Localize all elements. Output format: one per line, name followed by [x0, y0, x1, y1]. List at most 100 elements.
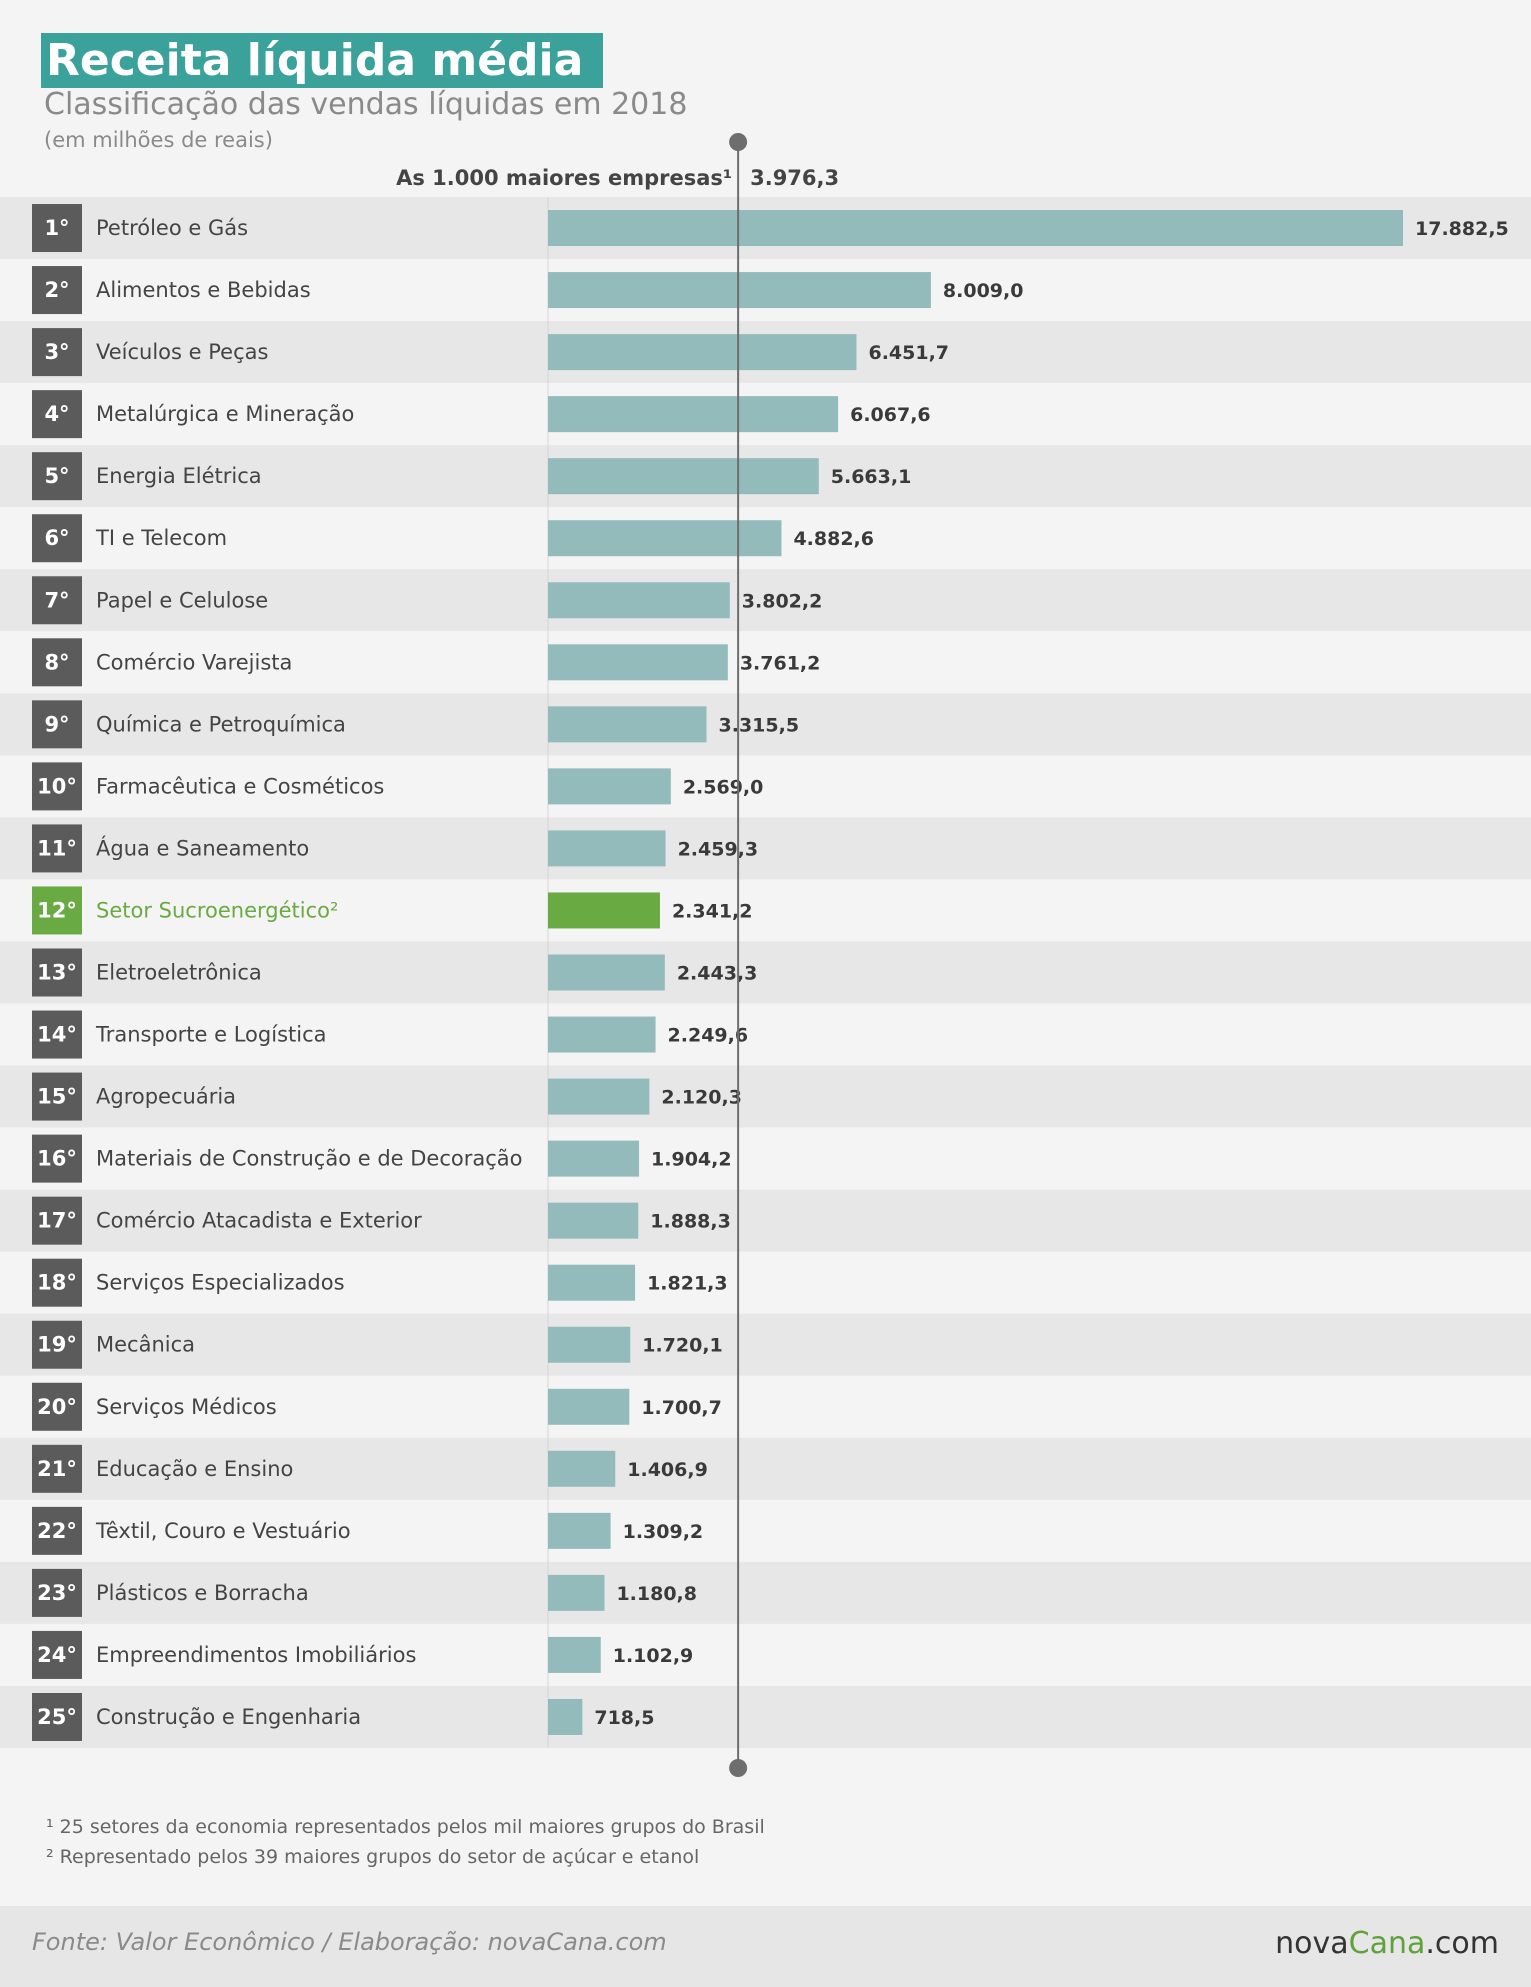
- row-background: [0, 1623, 1531, 1686]
- logo-part-3: .com: [1425, 1926, 1499, 1961]
- row-background: [0, 817, 1531, 880]
- category-label: Serviços Médicos: [96, 1395, 277, 1419]
- rank-label: 25°: [37, 1705, 77, 1729]
- rank-badge: [32, 638, 82, 687]
- row-background: [0, 755, 1531, 818]
- category-label: Farmacêutica e Cosméticos: [96, 774, 384, 798]
- rank-badge: [32, 1506, 82, 1555]
- value-label: 1.888,3: [650, 1211, 731, 1233]
- value-label: 2.443,3: [677, 963, 758, 985]
- bar: [548, 1264, 636, 1301]
- novacana-logo: novaCana.com: [1275, 1926, 1499, 1961]
- reference-line-bottom-dot: [729, 1759, 748, 1777]
- value-label: 3.761,2: [740, 652, 821, 674]
- value-label: 1.102,9: [613, 1645, 694, 1667]
- footnote-2: ² Representado pelos 39 maiores grupos d…: [46, 1846, 700, 1868]
- value-label: 1.720,1: [642, 1335, 723, 1357]
- rank-badge: [32, 1444, 82, 1493]
- bar: [548, 1140, 640, 1177]
- rank-badge: [32, 266, 82, 315]
- category-label: Mecânica: [96, 1333, 195, 1357]
- rank-badge: [32, 1692, 82, 1741]
- rank-badge: [32, 1134, 82, 1183]
- category-label: Comércio Atacadista e Exterior: [96, 1209, 422, 1233]
- category-label: Empreendimentos Imobiliários: [96, 1643, 416, 1667]
- category-label: Têxtil, Couro e Vestuário: [95, 1519, 351, 1543]
- category-label: Papel e Celulose: [96, 588, 268, 612]
- value-label: 5.663,1: [831, 466, 912, 488]
- row-background: [0, 693, 1531, 756]
- bar: [548, 1574, 605, 1611]
- rank-label: 11°: [37, 836, 77, 860]
- rank-label: 18°: [37, 1271, 77, 1295]
- rank-label: 19°: [37, 1333, 77, 1357]
- bar: [548, 892, 660, 929]
- row-background: [0, 1003, 1531, 1066]
- rank-badge: [32, 1072, 82, 1121]
- category-label: Energia Elétrica: [96, 464, 262, 488]
- rank-label: 13°: [37, 961, 77, 985]
- bar: [548, 768, 671, 805]
- rank-label: 16°: [37, 1147, 77, 1171]
- bar: [548, 706, 707, 743]
- bar: [548, 1078, 650, 1115]
- rank-label: 6°: [44, 526, 69, 550]
- rank-badge: [32, 514, 82, 563]
- bar: [548, 458, 819, 495]
- rank-badge: [32, 1630, 82, 1679]
- rank-label: 17°: [37, 1209, 77, 1233]
- bar: [548, 1016, 656, 1053]
- value-label: 1.180,8: [616, 1583, 697, 1605]
- category-label: Comércio Varejista: [96, 650, 292, 674]
- bar: [548, 1202, 639, 1239]
- value-label: 4.882,6: [793, 528, 874, 550]
- value-label: 1.406,9: [627, 1459, 708, 1481]
- rank-label: 5°: [44, 464, 69, 488]
- rank-badge: [32, 452, 82, 501]
- category-label: Plásticos e Borracha: [96, 1581, 309, 1605]
- value-label: 6.451,7: [868, 342, 949, 364]
- category-label: Materiais de Construção e de Decoração: [96, 1147, 523, 1171]
- logo-part-2: Cana: [1348, 1926, 1426, 1961]
- row-background: [0, 879, 1531, 942]
- value-label: 1.904,2: [651, 1149, 732, 1171]
- rank-label: 20°: [37, 1395, 77, 1419]
- bar: [548, 1450, 616, 1487]
- rank-label: 4°: [44, 402, 69, 426]
- rank-badge: [32, 576, 82, 625]
- row-background: [0, 1437, 1531, 1500]
- bar: [548, 1698, 583, 1735]
- rank-label: 21°: [37, 1457, 77, 1481]
- page-title: Receita líquida média: [41, 33, 604, 88]
- value-label: 2.120,3: [661, 1087, 742, 1109]
- rank-badge: [32, 886, 82, 935]
- value-label: 2.341,2: [672, 900, 753, 922]
- rank-label: 1°: [44, 216, 69, 240]
- bar: [548, 210, 1403, 247]
- reference-line-label: As 1.000 maiores empresas¹: [396, 166, 732, 190]
- rank-label: 2°: [44, 278, 69, 302]
- category-label: Eletroeletrônica: [96, 961, 262, 985]
- footer: Fonte: Valor Econômico / Elaboração: nov…: [0, 1906, 1531, 1987]
- row-background: [0, 1685, 1531, 1748]
- rank-label: 14°: [37, 1023, 77, 1047]
- row-background: [0, 1499, 1531, 1562]
- bar: [548, 582, 730, 619]
- rank-label: 8°: [44, 650, 69, 674]
- value-label: 3.802,2: [742, 590, 823, 612]
- row-background: [0, 941, 1531, 1004]
- category-label: Transporte e Logística: [95, 1023, 327, 1047]
- value-label: 2.249,6: [668, 1025, 749, 1047]
- footnotes: ¹ 25 setores da economia representados p…: [46, 1812, 765, 1872]
- reference-line-value: 3.976,3: [750, 166, 839, 190]
- rank-badge: [32, 1568, 82, 1617]
- rank-label: 23°: [37, 1581, 77, 1605]
- bar: [548, 1636, 601, 1673]
- value-label: 2.569,0: [683, 776, 764, 798]
- unit-note: (em milhões de reais): [44, 128, 273, 152]
- rank-badge: [32, 1320, 82, 1369]
- value-label: 1.309,2: [623, 1521, 704, 1543]
- category-label: TI e Telecom: [95, 526, 227, 550]
- rank-badge: [32, 328, 82, 377]
- bar: [548, 830, 666, 867]
